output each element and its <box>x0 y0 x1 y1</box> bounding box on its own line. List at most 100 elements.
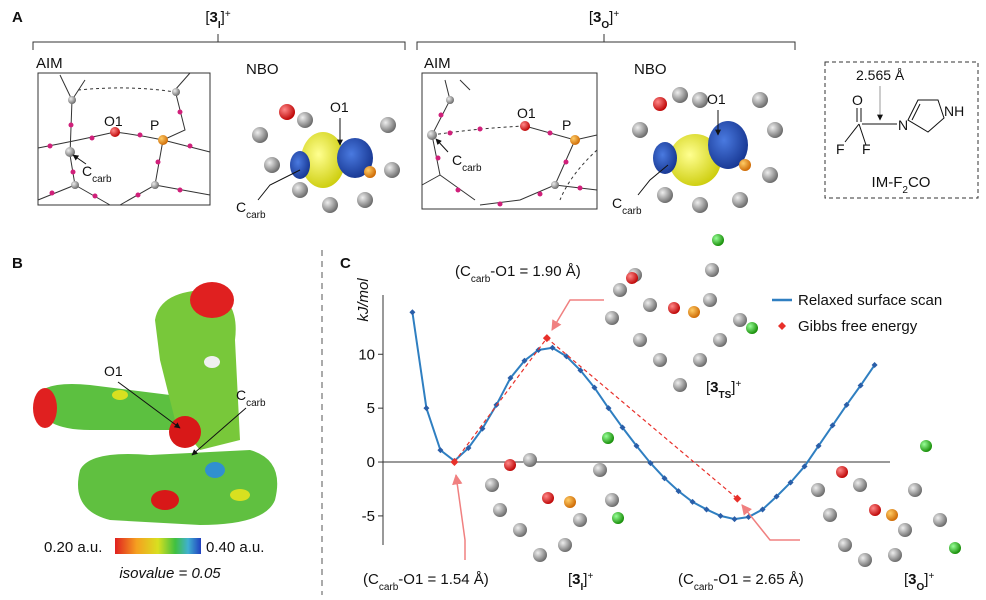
data-point <box>815 442 822 449</box>
text-part: C <box>452 152 462 168</box>
structure-label: [3TS]+ <box>706 379 741 401</box>
pointer <box>72 154 87 165</box>
aim-box <box>421 72 598 210</box>
data-point <box>507 374 514 381</box>
text-part: carb <box>246 210 266 221</box>
structure-title: [3I]+ <box>205 9 230 31</box>
data-point <box>717 512 724 519</box>
color-bar <box>115 538 201 554</box>
method-label: AIM <box>424 55 451 72</box>
text-part: C <box>612 195 622 211</box>
text-part: carb <box>694 582 714 593</box>
atom <box>446 96 454 104</box>
text-part: carb <box>462 163 482 174</box>
data-point <box>605 405 612 412</box>
pointer <box>452 473 466 560</box>
text-part: (C <box>363 571 379 588</box>
method-label: NBO <box>634 61 667 78</box>
plot: -5 0 5 10 Relaxed surface scan Gibbs free ene… <box>358 292 942 525</box>
panel-label: B <box>12 255 23 272</box>
text-part: + <box>613 9 619 20</box>
text-part: [ <box>589 9 594 26</box>
atom-label: Ccarb <box>82 163 112 185</box>
atom <box>68 96 76 104</box>
legend-label: Gibbs free energy <box>798 318 918 335</box>
atom <box>71 181 79 189</box>
data-point <box>633 442 640 449</box>
data-point <box>773 493 780 500</box>
data-point <box>437 447 444 454</box>
legend-swatch <box>778 322 786 330</box>
text-part: C <box>82 163 92 179</box>
data-point <box>759 506 766 513</box>
text-part: carb <box>92 174 112 185</box>
im-label: IM-F2CO <box>872 174 931 196</box>
text-part: ] <box>731 379 735 396</box>
text-part: + <box>225 9 231 20</box>
text-part: (C <box>678 571 694 588</box>
text-part: O <box>917 582 925 593</box>
data-point <box>542 334 551 343</box>
pointer <box>551 299 604 331</box>
atom <box>172 88 180 96</box>
text-part: I <box>581 582 584 593</box>
im-structure <box>844 99 945 146</box>
text-part: [ <box>904 571 909 588</box>
text-part: TS <box>719 390 732 401</box>
data-point <box>450 458 459 467</box>
text-part: ] <box>609 9 613 26</box>
scale-label: 0.20 a.u. <box>44 539 102 556</box>
data-point <box>521 357 528 364</box>
data-point <box>829 422 836 429</box>
atom-label: O1 <box>104 113 123 129</box>
atom-label: Ccarb <box>452 152 482 174</box>
atom-label: F <box>836 141 845 157</box>
atom-label: Ccarb <box>612 195 642 217</box>
aim-box <box>37 72 211 206</box>
scale-label: 0.40 a.u. <box>206 539 264 556</box>
text-part: 3 <box>210 9 218 26</box>
data-point <box>465 445 472 452</box>
structure-label: [3I]+ <box>568 571 593 593</box>
aim-graph <box>37 72 211 206</box>
text-part: 3 <box>572 571 580 588</box>
text-part: carb <box>246 398 266 409</box>
text-part: ] <box>924 571 928 588</box>
atom-label: O1 <box>517 105 536 121</box>
panel-label: A <box>12 9 23 26</box>
y-tick-label: -5 <box>362 508 375 525</box>
atom <box>427 130 437 140</box>
text-part: 3 <box>593 9 601 26</box>
atom-label: F <box>862 141 871 157</box>
data-point <box>409 309 416 316</box>
pointer <box>117 381 181 429</box>
data-point <box>787 479 794 486</box>
atom-label: N <box>898 117 908 133</box>
text-part: I <box>218 20 221 31</box>
data-point <box>843 401 850 408</box>
data-point <box>871 362 878 369</box>
atom-label: NH <box>944 103 964 119</box>
text-part: (C <box>455 263 471 280</box>
bracket <box>32 34 406 50</box>
atom-label: O <box>852 92 863 108</box>
data-point <box>577 367 584 374</box>
pointer <box>191 407 247 456</box>
atom-label: Ccarb <box>236 387 266 409</box>
text-part: carb <box>379 582 399 593</box>
text-part: CO <box>908 174 931 191</box>
structure-title: [3O]+ <box>589 9 619 31</box>
annotation: (Ccarb-O1 = 1.54 Å) <box>363 571 489 593</box>
atom-label: O1 <box>330 99 349 115</box>
atom-label: P <box>562 117 571 133</box>
series-line <box>411 312 876 521</box>
text-part: [ <box>568 571 573 588</box>
nbo-molecule <box>252 104 400 213</box>
pointer <box>637 164 669 196</box>
isovalue-label: isovalue = 0.05 <box>119 565 221 582</box>
method-label: AIM <box>36 55 63 72</box>
atom-label: P <box>150 117 159 133</box>
aim-points <box>47 109 193 199</box>
text-part: + <box>735 379 741 390</box>
